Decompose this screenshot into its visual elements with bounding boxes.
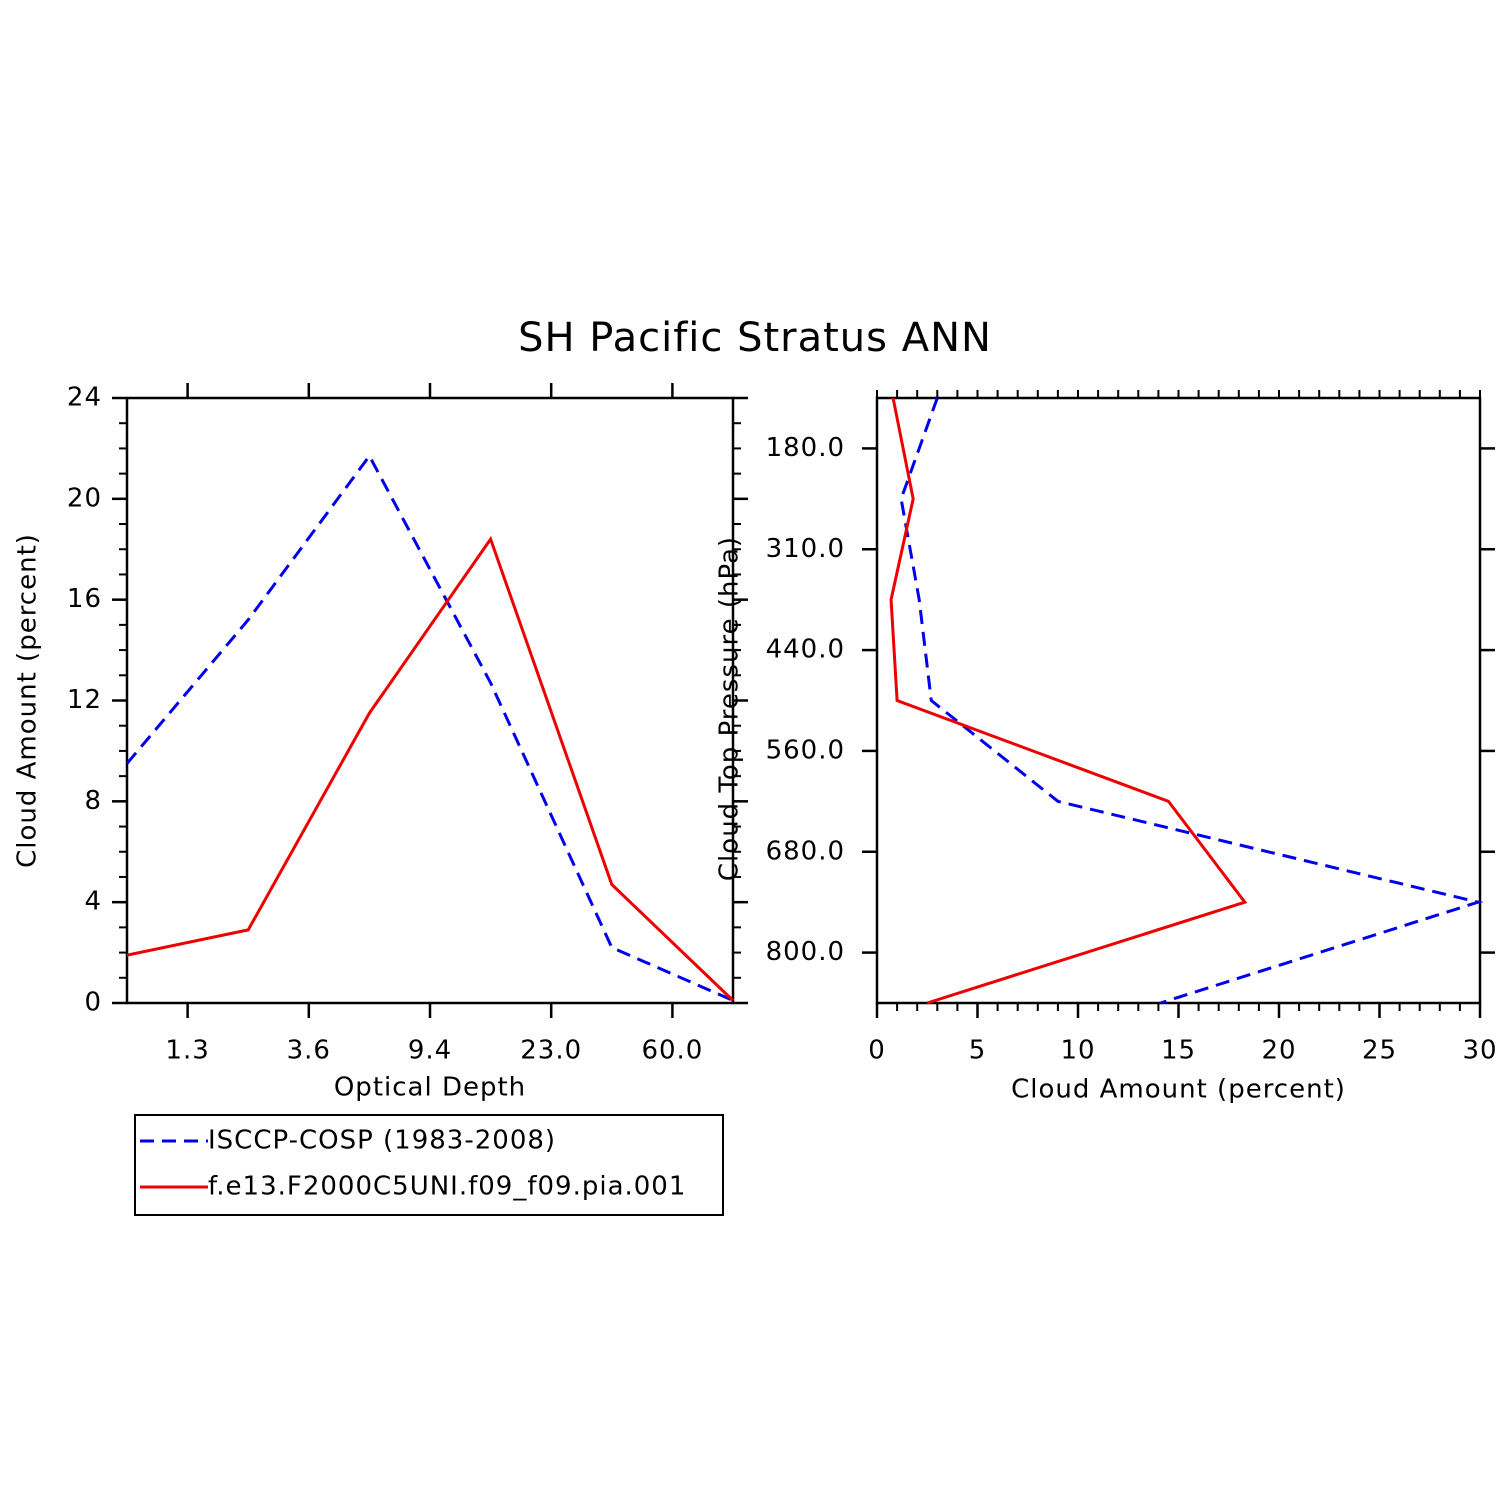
x-tick-label: 3.6 xyxy=(287,1036,331,1066)
y-tick-label: 180.0 xyxy=(766,433,845,463)
y-tick-label: 4 xyxy=(84,887,102,917)
y-axis-label: Cloud Top Pressure (hPa) xyxy=(715,536,745,881)
y-tick-label: 310.0 xyxy=(766,534,845,564)
chart-title: SH Pacific Stratus ANN xyxy=(518,315,992,361)
y-tick-label: 8 xyxy=(84,786,102,816)
y-tick-label: 560.0 xyxy=(766,735,845,765)
y-axis-label: Cloud Amount (percent) xyxy=(13,533,43,868)
data-line xyxy=(125,453,734,1002)
y-tick-label: 800.0 xyxy=(766,937,845,967)
y-tick-label: 20 xyxy=(67,483,102,513)
x-tick-label: 60.0 xyxy=(641,1036,703,1066)
y-tick-label: 440.0 xyxy=(766,635,845,665)
y-tick-label: 24 xyxy=(67,383,102,413)
data-line xyxy=(899,397,1484,1005)
x-tick-label: 1.3 xyxy=(165,1036,209,1066)
y-tick-label: 16 xyxy=(67,584,102,614)
x-tick-label: 10 xyxy=(1060,1036,1095,1066)
legend-box xyxy=(134,1114,724,1216)
x-axis-label: Cloud Amount (percent) xyxy=(1011,1075,1346,1105)
x-tick-label: 15 xyxy=(1161,1036,1196,1066)
data-line xyxy=(126,535,735,1002)
y-tick-label: 12 xyxy=(67,685,102,715)
x-tick-label: 25 xyxy=(1362,1036,1397,1066)
x-tick-label: 23.0 xyxy=(520,1036,582,1066)
x-tick-label: 30 xyxy=(1462,1036,1497,1066)
x-axis-label: Optical Depth xyxy=(334,1073,526,1103)
x-tick-label: 20 xyxy=(1261,1036,1296,1066)
y-tick-label: 0 xyxy=(84,988,102,1018)
x-tick-label: 0 xyxy=(868,1036,886,1066)
legend-label: ISCCP-COSP (1983-2008) xyxy=(208,1126,556,1156)
legend-label: f.e13.F2000C5UNI.f09_f09.pia.001 xyxy=(208,1172,686,1202)
x-tick-label: 9.4 xyxy=(408,1036,452,1066)
data-line xyxy=(889,397,1248,1005)
x-tick-label: 5 xyxy=(969,1036,987,1066)
y-tick-label: 680.0 xyxy=(766,836,845,866)
